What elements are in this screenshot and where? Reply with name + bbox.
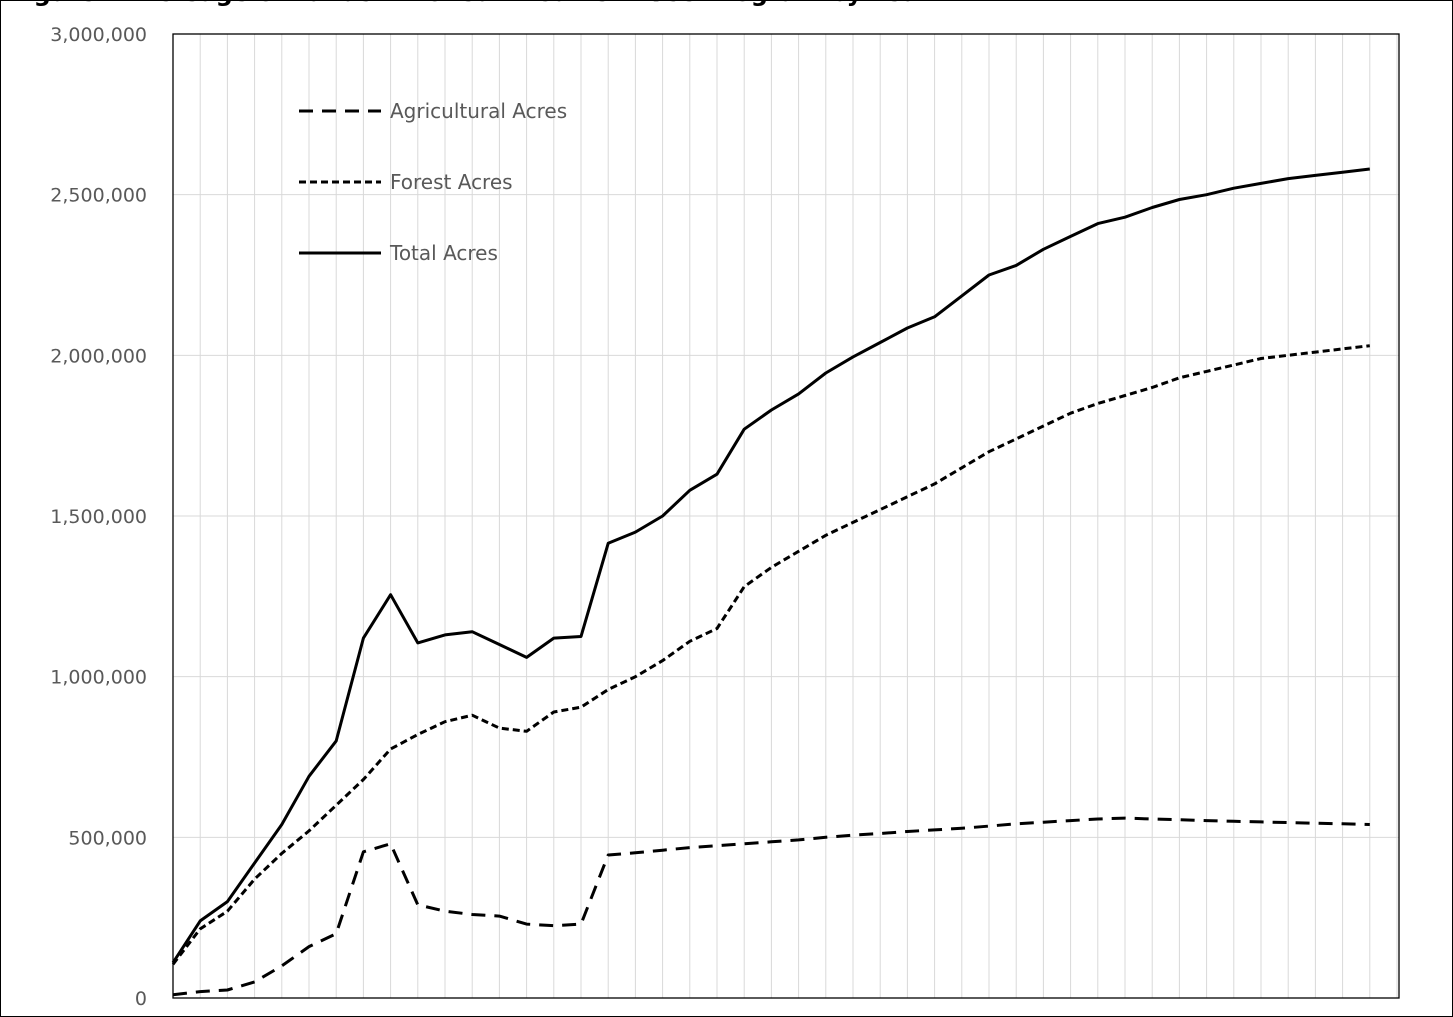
legend-label: Agricultural Acres: [390, 99, 567, 123]
y-tick-label: 1,500,000: [50, 506, 147, 528]
legend: Agricultural Acres Forest Acres Total Acre…: [299, 99, 567, 265]
page-title: Figure 4. Acreage of Lands Enrolled in C…: [9, 1, 930, 7]
y-tick-label: 500,000: [68, 827, 147, 849]
y-tick-label: 0: [135, 988, 147, 1010]
series-line-total-acres: [171, 167, 1370, 964]
series-line-agricultural-acres: [172, 816, 1370, 997]
series-layer: [171, 167, 1370, 997]
plot-area-border: [172, 33, 1400, 999]
series-line-forest-acres: [171, 344, 1370, 966]
grid-layer: [172, 33, 1399, 999]
axis-layer: 0 500,000 1,000,000 1,500,000 2,000,000 2,500…: [50, 24, 1400, 1010]
y-tick-label: 2,500,000: [50, 185, 147, 207]
y-tick-label: 1,000,000: [50, 667, 147, 689]
y-tick-label: 3,000,000: [50, 24, 147, 46]
y-tick-label: 2,000,000: [50, 345, 147, 367]
legend-label: Forest Acres: [390, 170, 513, 194]
legend-label: Total Acres: [389, 241, 498, 265]
